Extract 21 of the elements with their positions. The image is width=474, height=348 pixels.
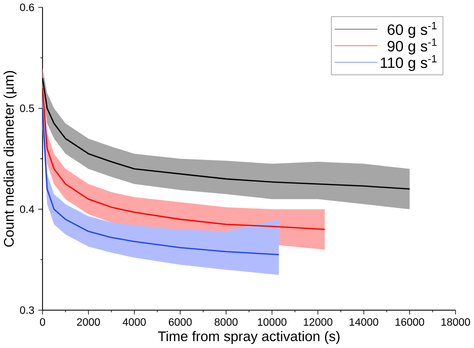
legend-label: 90 g s$^{-1}$ [388,38,437,55]
legend-label: 60 g s$^{-1}$ [388,22,437,38]
x-tick-label: 4000 [122,318,146,326]
y-tick-label: 0.5 [20,104,34,112]
y-tick-label: 0.3 [20,306,34,314]
x-tick-label: 16000 [396,318,424,326]
line-series [42,88,326,230]
x-tick-label: 2000 [77,318,100,326]
y-axis-title: Count median diameter (µm) [4,71,17,247]
x-tick-label: 10000 [258,318,286,326]
x-axis-title: Time from spray activation (s) [158,331,340,344]
x-tick-label: 14000 [350,318,378,326]
x-tick-label: 0 [40,318,46,326]
legend-label: 110 g s$^{-1}$ [380,55,437,72]
x-tick-label: 8000 [214,318,238,326]
y-tick-label: 0.6 [20,4,34,12]
line-series [42,108,280,256]
x-tick-label: 6000 [168,318,192,326]
y-tick-label: 0.4 [20,206,34,214]
x-tick-label: 12000 [304,318,332,326]
x-tick-label: 18000 [442,318,470,326]
